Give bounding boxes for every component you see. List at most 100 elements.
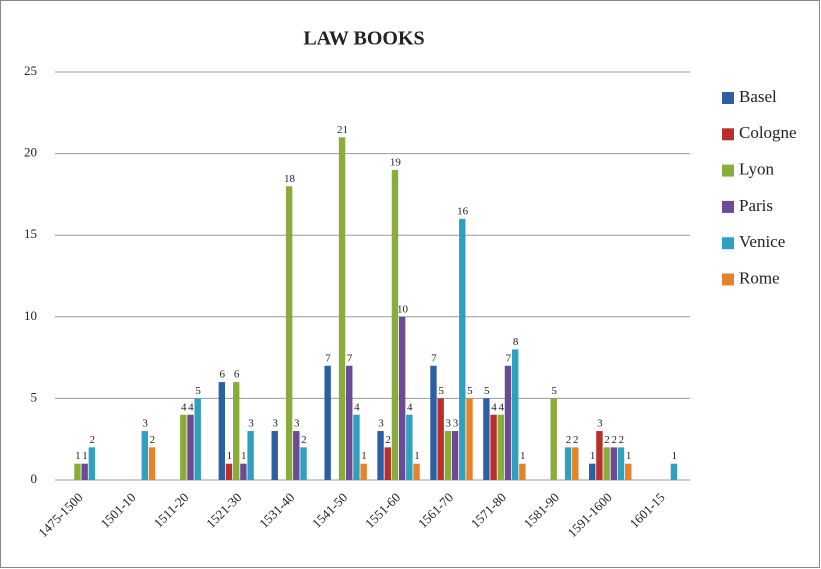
bar	[285, 186, 293, 481]
bar	[81, 463, 88, 480]
data-label: 1	[75, 450, 81, 462]
data-label: 5	[438, 385, 444, 397]
bar	[589, 463, 596, 480]
bar	[360, 463, 367, 480]
legend-swatch	[722, 200, 734, 213]
data-label: 2	[90, 434, 96, 446]
bar	[670, 463, 678, 480]
bar	[233, 382, 240, 480]
bar	[346, 365, 353, 480]
bar	[218, 382, 226, 480]
data-label: 5	[195, 385, 201, 397]
data-label: 4	[491, 401, 497, 413]
bar	[519, 463, 526, 480]
data-label: 1	[361, 450, 367, 462]
data-label: 1	[227, 450, 233, 462]
bar	[141, 431, 148, 480]
data-label: 1	[590, 450, 596, 462]
bar	[550, 398, 557, 480]
bar	[398, 316, 406, 480]
legend-swatch	[722, 237, 734, 250]
bar	[293, 431, 300, 480]
data-label: 2	[611, 434, 617, 446]
bar	[353, 414, 360, 480]
data-label: 1	[241, 450, 247, 462]
bar	[413, 463, 420, 480]
y-tick-label: 10	[24, 308, 37, 323]
bar	[324, 365, 331, 480]
data-label: 2	[566, 434, 572, 446]
bar	[596, 431, 603, 480]
data-label: 3	[453, 418, 459, 430]
data-label: 5	[484, 385, 490, 397]
data-label: 2	[619, 434, 625, 446]
data-label: 4	[181, 401, 187, 413]
bar	[247, 431, 254, 480]
data-label: 2	[604, 434, 610, 446]
bar	[511, 349, 519, 480]
data-label: 2	[385, 434, 391, 446]
bar	[225, 463, 233, 480]
bar	[490, 414, 497, 480]
legend-swatch	[722, 128, 734, 141]
data-label: 6	[234, 369, 240, 381]
data-label: 3	[378, 418, 384, 430]
chart-title: LAW BOOKS	[303, 28, 424, 50]
bar	[74, 463, 81, 480]
y-tick-label: 25	[24, 63, 37, 78]
bar	[497, 414, 504, 480]
y-tick-label: 20	[24, 145, 37, 160]
data-label: 19	[390, 156, 402, 168]
bar	[240, 463, 247, 480]
bar	[300, 447, 307, 480]
y-tick-label: 5	[31, 389, 38, 404]
data-label: 3	[294, 418, 300, 430]
data-label: 3	[272, 418, 278, 430]
legend-label: Rome	[739, 268, 780, 287]
data-label: 4	[354, 401, 360, 413]
legend-label: Basel	[739, 87, 777, 106]
data-label: 1	[672, 450, 678, 462]
bar	[572, 447, 579, 480]
bar	[271, 431, 278, 480]
bar	[377, 431, 384, 480]
data-label: 4	[407, 401, 413, 413]
bar	[444, 431, 452, 480]
bar	[384, 447, 391, 480]
data-label: 7	[347, 352, 353, 364]
legend-label: Venice	[739, 232, 785, 251]
data-label: 18	[284, 173, 296, 185]
data-label: 10	[397, 303, 409, 315]
data-label: 1	[82, 450, 88, 462]
bar	[437, 398, 444, 480]
bar	[625, 463, 632, 480]
data-label: 16	[457, 205, 469, 217]
data-label: 6	[219, 369, 225, 381]
data-label: 8	[513, 336, 519, 348]
data-label: 3	[446, 418, 452, 430]
bar	[406, 414, 413, 480]
data-label: 7	[325, 352, 331, 364]
bar	[564, 447, 572, 480]
bar	[430, 365, 437, 480]
legend-swatch	[722, 92, 734, 104]
data-label: 1	[414, 450, 420, 462]
data-label: 2	[150, 434, 156, 446]
legend-label: Cologne	[739, 123, 797, 142]
data-label: 3	[597, 418, 603, 430]
y-tick-label: 15	[24, 226, 37, 241]
data-label: 7	[506, 352, 512, 364]
data-label: 2	[301, 434, 307, 446]
legend-swatch	[722, 273, 734, 286]
bar	[88, 447, 96, 480]
data-label: 4	[498, 401, 504, 413]
data-label: 1	[626, 450, 632, 462]
data-label: 3	[248, 418, 254, 430]
bar	[483, 398, 490, 480]
bar	[603, 447, 610, 480]
bar	[391, 169, 399, 481]
bar	[338, 137, 346, 480]
legend-label: Paris	[739, 196, 773, 215]
legend-swatch	[722, 164, 734, 177]
